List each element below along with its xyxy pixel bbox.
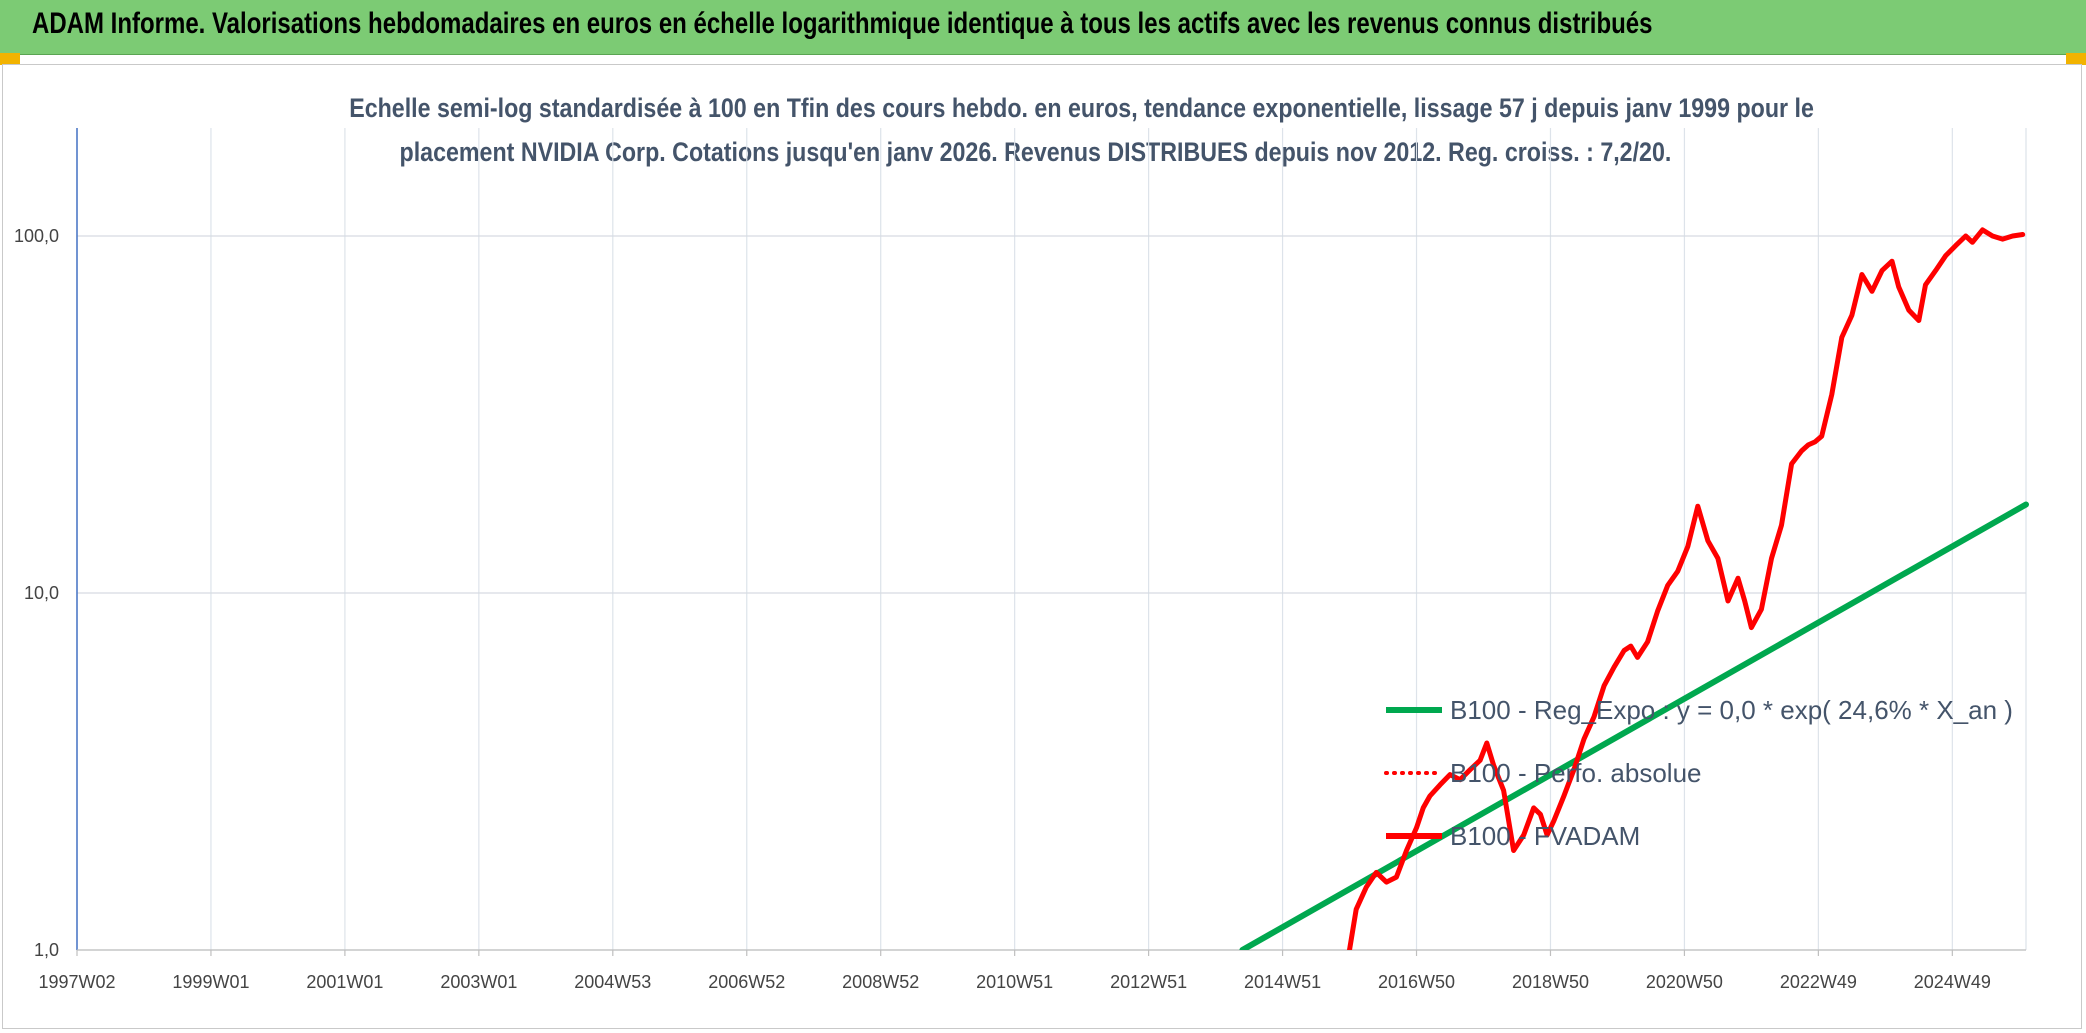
x-tick-label: 2018W50 — [1512, 972, 1589, 992]
chart-title: Echelle semi-log standardisée à 100 en T… — [230, 86, 1840, 174]
chart-title-line1: Echelle semi-log standardisée à 100 en T… — [349, 93, 1814, 123]
x-tick-label: 2008W52 — [842, 972, 919, 992]
x-tick-label: 2022W49 — [1780, 972, 1857, 992]
corner-marker-left — [0, 53, 20, 65]
x-tick-label: 2014W51 — [1244, 972, 1321, 992]
report-banner: ADAM Informe. Valorisations hebdomadaire… — [0, 0, 2086, 55]
legend-label: B100 - Perfo. absolue — [1450, 758, 1702, 788]
fvadam-line — [1347, 227, 2026, 950]
y-tick-label: 10,0 — [24, 583, 59, 603]
x-tick-label: 2024W49 — [1914, 972, 1991, 992]
trend-line — [1239, 501, 2029, 950]
x-tick-label: 2012W51 — [1110, 972, 1187, 992]
x-tick-label: 2003W01 — [440, 972, 517, 992]
x-tick-label: 2016W50 — [1378, 972, 1455, 992]
y-tick-label: 100,0 — [14, 226, 59, 246]
corner-marker-right — [2066, 53, 2086, 65]
legend-label: B100 - Reg_Expo : y = 0,0 * exp( 24,6% *… — [1450, 695, 2013, 725]
x-tick-label: 2020W50 — [1646, 972, 1723, 992]
x-tick-label: 2001W01 — [306, 972, 383, 992]
x-tick-label: 2004W53 — [574, 972, 651, 992]
legend-label: B100 - FVADAM — [1450, 821, 1640, 851]
chart-title-line2: placement NVIDIA Corp. Cotations jusqu'e… — [399, 137, 1671, 167]
chart-frame — [2, 64, 2082, 1029]
x-tick-label: 1997W02 — [38, 972, 115, 992]
x-tick-label: 2010W51 — [976, 972, 1053, 992]
y-tick-label: 1,0 — [34, 940, 59, 960]
x-tick-label: 2006W52 — [708, 972, 785, 992]
x-tick-label: 1999W01 — [172, 972, 249, 992]
report-title: ADAM Informe. Valorisations hebdomadaire… — [32, 7, 1653, 40]
